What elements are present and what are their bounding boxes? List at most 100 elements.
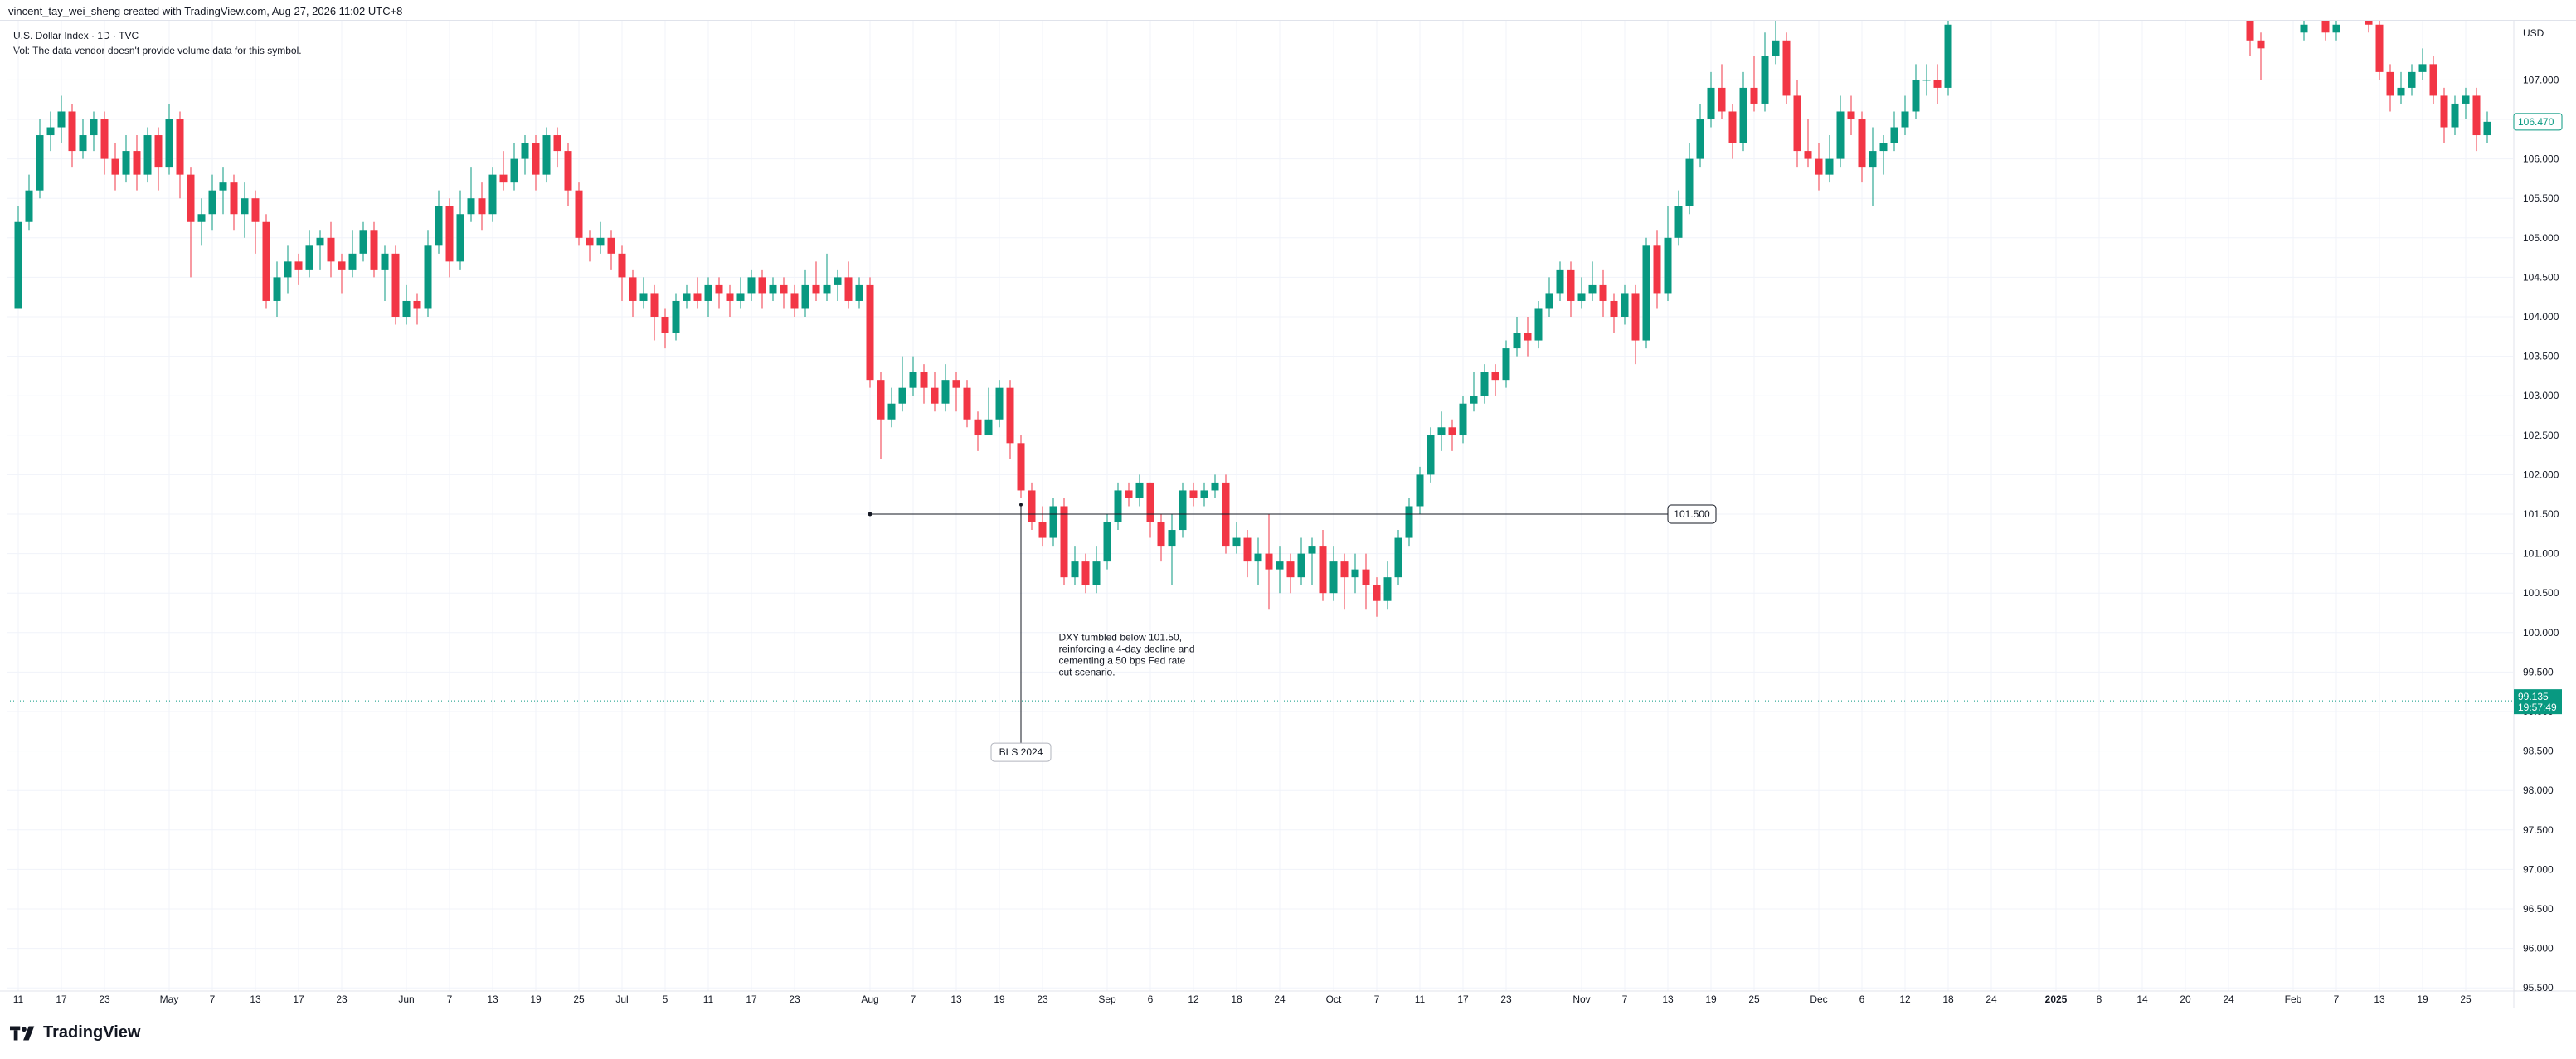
candle-down[interactable] — [2257, 40, 2265, 49]
candle-up[interactable] — [1135, 482, 1144, 498]
candle-up[interactable] — [2332, 24, 2340, 33]
candle-down[interactable] — [1028, 490, 1036, 522]
candle-up[interactable] — [747, 277, 756, 294]
candle-up[interactable] — [348, 253, 357, 270]
candle-up[interactable] — [2451, 103, 2459, 128]
candle-up[interactable] — [995, 387, 1004, 420]
candle-down[interactable] — [2386, 71, 2394, 96]
candle-up[interactable] — [1480, 372, 1489, 396]
candle-up[interactable] — [1427, 435, 1435, 475]
candle-up[interactable] — [402, 300, 411, 317]
candle-up[interactable] — [1351, 569, 1359, 578]
candle-down[interactable] — [370, 230, 378, 270]
candle-down[interactable] — [715, 284, 723, 294]
candle-down[interactable] — [607, 237, 615, 254]
candle-down[interactable] — [187, 174, 195, 222]
candle-down[interactable] — [1491, 372, 1499, 381]
candle-down[interactable] — [877, 380, 885, 420]
candle-up[interactable] — [197, 214, 206, 222]
candle-up[interactable] — [2300, 24, 2308, 33]
candle-down[interactable] — [650, 293, 659, 317]
candle-down[interactable] — [790, 293, 799, 309]
candle-up[interactable] — [2397, 87, 2405, 96]
candle-down[interactable] — [1653, 245, 1661, 294]
candle-up[interactable] — [1437, 427, 1446, 435]
candle-down[interactable] — [844, 277, 853, 301]
candle-down[interactable] — [812, 284, 820, 294]
candle-up[interactable] — [2418, 64, 2427, 72]
candle-up[interactable] — [46, 127, 55, 136]
candle-down[interactable] — [2321, 21, 2330, 33]
candle-up[interactable] — [1912, 80, 1920, 112]
candle-up[interactable] — [1470, 396, 1478, 404]
candle-down[interactable] — [1610, 300, 1618, 317]
candle-down[interactable] — [478, 198, 486, 215]
candle-down[interactable] — [1858, 119, 1866, 168]
candle-up[interactable] — [909, 372, 917, 388]
candle-up[interactable] — [542, 135, 551, 175]
candle-up[interactable] — [769, 284, 777, 294]
candle-up[interactable] — [1329, 561, 1338, 594]
candle-up[interactable] — [424, 245, 432, 309]
candle-up[interactable] — [1114, 490, 1122, 522]
candle-down[interactable] — [780, 284, 788, 294]
candle-up[interactable] — [1405, 506, 1413, 538]
candle-down[interactable] — [1448, 427, 1456, 435]
candle-up[interactable] — [79, 135, 87, 152]
candle-down[interactable] — [251, 198, 260, 222]
candle-down[interactable] — [176, 119, 184, 175]
candle-up[interactable] — [898, 387, 906, 404]
candle-up[interactable] — [1168, 530, 1176, 547]
candle-up[interactable] — [467, 198, 475, 215]
candle-down[interactable] — [1718, 87, 1726, 112]
candle-down[interactable] — [100, 119, 109, 159]
candle-up[interactable] — [1869, 151, 1877, 168]
candle-up[interactable] — [2408, 71, 2416, 88]
candle-down[interactable] — [553, 135, 561, 152]
candle-down[interactable] — [1599, 284, 1607, 301]
candle-up[interactable] — [521, 143, 529, 159]
candle-up[interactable] — [1739, 87, 1747, 143]
candle-down[interactable] — [68, 111, 76, 152]
candle-up[interactable] — [1211, 482, 1219, 491]
candle-up[interactable] — [1772, 40, 1780, 56]
candle-down[interactable] — [1017, 443, 1025, 491]
candle-down[interactable] — [963, 387, 971, 420]
candle-up[interactable] — [1944, 24, 1952, 88]
candle-up[interactable] — [1556, 269, 1564, 294]
candle-up[interactable] — [1761, 56, 1769, 104]
candle-down[interactable] — [2472, 95, 2481, 136]
candle-down[interactable] — [1286, 561, 1295, 578]
candle-down[interactable] — [1782, 40, 1791, 96]
candle-down[interactable] — [1373, 585, 1381, 601]
candle-up[interactable] — [208, 190, 216, 215]
candle-down[interactable] — [931, 387, 939, 404]
candle-up[interactable] — [1836, 111, 1845, 159]
candle-down[interactable] — [1804, 151, 1812, 159]
candle-up[interactable] — [1534, 308, 1543, 341]
candle-down[interactable] — [499, 174, 508, 183]
candle-up[interactable] — [14, 221, 22, 309]
candle-up[interactable] — [1232, 537, 1241, 547]
candle-down[interactable] — [920, 372, 928, 388]
candle-up[interactable] — [1664, 237, 1672, 294]
candle-up[interactable] — [596, 237, 605, 246]
candle-down[interactable] — [974, 419, 982, 435]
candle-up[interactable] — [1394, 537, 1402, 578]
candle-up[interactable] — [1092, 561, 1101, 585]
candle-up[interactable] — [1502, 348, 1510, 381]
candle-up[interactable] — [1890, 127, 1898, 143]
candle-up[interactable] — [2483, 121, 2491, 136]
candle-up[interactable] — [941, 380, 950, 404]
candle-down[interactable] — [391, 253, 400, 317]
candle-down[interactable] — [586, 237, 594, 246]
candle-up[interactable] — [25, 190, 33, 222]
candle-down[interactable] — [1265, 553, 1273, 570]
candle-up[interactable] — [316, 237, 324, 246]
candle-up[interactable] — [736, 293, 745, 301]
candle-down[interactable] — [2375, 24, 2384, 72]
candle-down[interactable] — [1189, 490, 1198, 498]
candle-up[interactable] — [1588, 284, 1597, 294]
candle-down[interactable] — [866, 284, 874, 381]
candle-up[interactable] — [219, 182, 227, 191]
